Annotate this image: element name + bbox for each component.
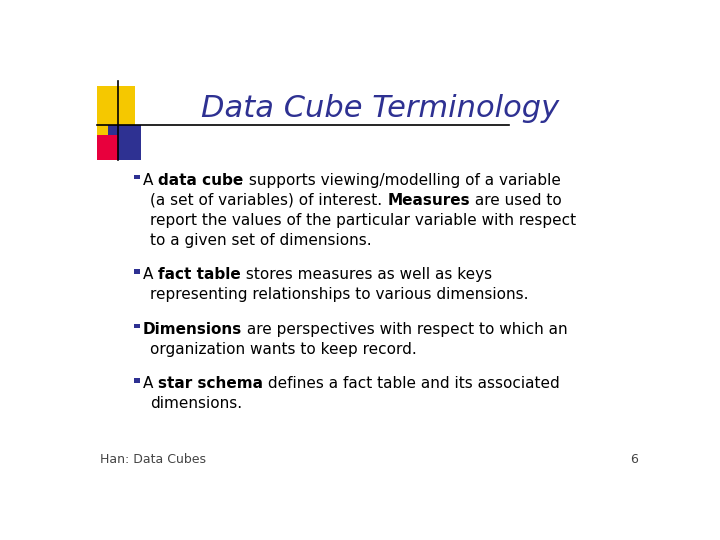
Text: representing relationships to various dimensions.: representing relationships to various di… xyxy=(150,287,528,302)
Text: A: A xyxy=(143,267,158,282)
Bar xyxy=(135,378,140,383)
Text: supports viewing/modelling of a variable: supports viewing/modelling of a variable xyxy=(243,173,560,188)
Text: report the values of the particular variable with respect: report the values of the particular vari… xyxy=(150,213,577,228)
Text: fact table: fact table xyxy=(158,267,241,282)
Text: are perspectives with respect to which an: are perspectives with respect to which a… xyxy=(242,322,568,337)
Text: 6: 6 xyxy=(630,453,638,466)
Bar xyxy=(135,175,140,179)
Bar xyxy=(135,269,140,274)
Text: (a set of variables) of interest.: (a set of variables) of interest. xyxy=(150,193,387,208)
Text: dimensions.: dimensions. xyxy=(150,396,243,411)
Text: to a given set of dimensions.: to a given set of dimensions. xyxy=(150,233,372,248)
Text: Han: Data Cubes: Han: Data Cubes xyxy=(100,453,206,466)
Text: defines a fact table and its associated: defines a fact table and its associated xyxy=(264,376,560,392)
Text: A: A xyxy=(143,173,158,188)
Bar xyxy=(135,323,140,328)
Text: stores measures as well as keys: stores measures as well as keys xyxy=(241,267,492,282)
Text: star schema: star schema xyxy=(158,376,264,392)
Bar xyxy=(96,136,118,160)
Bar xyxy=(96,85,135,136)
Text: organization wants to keep record.: organization wants to keep record. xyxy=(150,342,417,357)
Text: data cube: data cube xyxy=(158,173,243,188)
Text: A: A xyxy=(143,376,158,392)
Text: Measures: Measures xyxy=(387,193,470,208)
Text: are used to: are used to xyxy=(470,193,562,208)
Bar xyxy=(108,125,141,160)
Text: Dimensions: Dimensions xyxy=(143,322,242,337)
Text: Data Cube Terminology: Data Cube Terminology xyxy=(201,94,559,123)
